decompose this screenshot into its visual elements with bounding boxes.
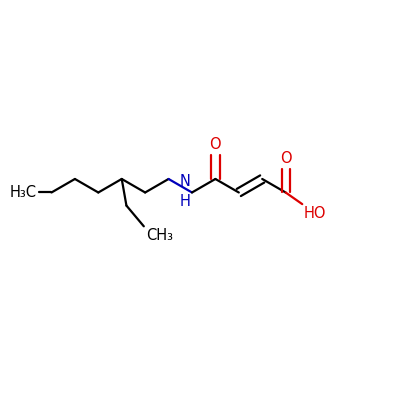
Text: H₃C: H₃C [9, 185, 36, 200]
Text: N: N [179, 174, 190, 189]
Text: H: H [179, 194, 190, 209]
Text: HO: HO [304, 206, 327, 221]
Text: O: O [280, 151, 292, 166]
Text: CH₃: CH₃ [146, 228, 173, 243]
Text: O: O [210, 137, 221, 152]
